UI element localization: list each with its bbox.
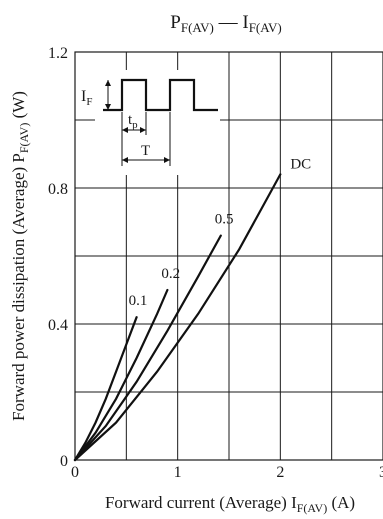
chart-title: PF(AV) — IF(AV) — [170, 12, 281, 35]
x-tick-label: 0 — [71, 464, 79, 481]
x-tick-labels: 0 1 2 3 — [71, 464, 383, 481]
y-tick-labels: 0 0.4 0.8 1.2 — [48, 45, 68, 470]
y-tick-label: 0.8 — [48, 181, 68, 198]
plot-frame — [74, 51, 383, 461]
t-arrow-left — [122, 157, 128, 163]
y-tick-label: 0.4 — [48, 317, 68, 334]
series-curves — [73, 173, 282, 462]
series-label-0-1: 0.1 — [129, 293, 148, 309]
x-axis-label: Forward current (Average) IF(AV) (A) — [105, 493, 355, 515]
if-label: IF — [81, 88, 92, 108]
tp-arrow-left — [122, 127, 128, 133]
series-curve-0-1 — [73, 316, 138, 462]
series-curve-0-2 — [73, 288, 169, 462]
pulse-waveform — [103, 78, 218, 112]
if-arrow-head-bottom — [105, 104, 111, 110]
inset-background — [95, 70, 220, 175]
series-curve-0-5 — [73, 234, 222, 462]
series-label-dc: DC — [290, 156, 311, 172]
if-arrow-head-top — [105, 80, 111, 86]
x-tick-label: 1 — [174, 464, 182, 481]
tp-arrow-right — [140, 127, 146, 133]
pulse-waveform-inset: IF tp T — [81, 78, 218, 166]
y-tick-label: 1.2 — [48, 45, 68, 62]
tp-label: tp — [128, 112, 138, 131]
y-tick-label: 0 — [60, 453, 68, 470]
series-label-0-2: 0.2 — [161, 266, 180, 282]
t-arrow-right — [164, 157, 170, 163]
series-labels: 0.1 0.2 0.5 DC — [129, 156, 312, 309]
t-label: T — [141, 143, 150, 159]
grid-lines — [75, 52, 383, 460]
x-tick-label: 2 — [276, 464, 284, 481]
y-axis-label: Forward power dissipation (Average) PF(A… — [9, 91, 31, 421]
series-label-0-5: 0.5 — [215, 212, 234, 228]
x-tick-label: 3 — [379, 464, 383, 481]
series-curve-dc — [73, 173, 282, 462]
